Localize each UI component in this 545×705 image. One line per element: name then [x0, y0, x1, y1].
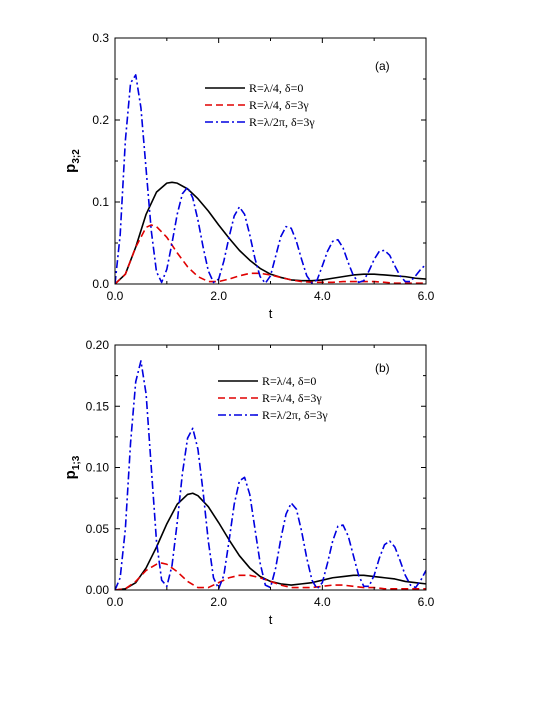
panel-a: 0.0 2.0 4.0 6.0 0.0 0.1 0.2 0.3 t p3;2 (a) R=λ/4, δ… — [62, 31, 435, 321]
y-axis-label-subscript: 1;3 — [71, 455, 82, 470]
x-tick-label: 6.0 — [418, 595, 435, 609]
y-tick-label: 0.00 — [86, 583, 110, 597]
series-line-2 — [115, 562, 426, 590]
y-axis-label: p3;2 — [62, 149, 82, 173]
legend-label: R=λ/4, δ=0 — [249, 81, 303, 95]
panel-label: (a) — [375, 59, 390, 73]
legend-label: R=λ/2π, δ=3γ — [249, 115, 315, 129]
series-line-1 — [115, 181, 426, 284]
legend-label: R=λ/4, δ=3γ — [249, 98, 309, 112]
x-tick-label: 4.0 — [314, 289, 331, 303]
series-line-3 — [115, 74, 426, 284]
x-tick-label: 2.0 — [210, 289, 227, 303]
x-tick-label: 4.0 — [314, 595, 331, 609]
legend-label: R=λ/4, δ=0 — [262, 374, 316, 388]
x-tick-label: 0.0 — [107, 595, 124, 609]
x-axis-label: t — [269, 306, 273, 321]
y-tick-label: 0.05 — [86, 522, 110, 536]
y-tick-label: 0.15 — [86, 399, 110, 413]
y-tick-label: 0.1 — [92, 195, 109, 209]
panel-label: (b) — [375, 361, 390, 375]
y-axis-label: p1;3 — [62, 455, 82, 479]
legend-label: R=λ/2π, δ=3γ — [262, 408, 328, 422]
y-tick-label: 0.20 — [86, 338, 110, 352]
legend: R=λ/4, δ=0 R=λ/4, δ=3γ R=λ/2π, δ=3γ — [218, 374, 328, 422]
x-tick-label: 0.0 — [107, 289, 124, 303]
x-axis-label: t — [269, 612, 273, 627]
legend-label: R=λ/4, δ=3γ — [262, 391, 322, 405]
y-tick-label: 0.3 — [92, 31, 109, 45]
y-axis-label-main: p — [62, 164, 79, 173]
y-axis-label-subscript: 3;2 — [71, 149, 82, 164]
x-tick-label: 2.0 — [210, 595, 227, 609]
x-tick-label: 6.0 — [418, 289, 435, 303]
y-tick-label: 0.2 — [92, 113, 109, 127]
series-line-2 — [115, 224, 426, 284]
y-tick-label: 0.10 — [86, 461, 110, 475]
series-line-3 — [115, 360, 426, 590]
y-tick-label: 0.0 — [92, 277, 109, 291]
legend: R=λ/4, δ=0 R=λ/4, δ=3γ R=λ/2π, δ=3γ — [205, 81, 315, 129]
y-axis-label-main: p — [62, 470, 79, 479]
panel-b: 0.0 2.0 4.0 6.0 0.00 0.05 0.10 0.15 0.20 t p1;3 (b)… — [62, 338, 435, 627]
